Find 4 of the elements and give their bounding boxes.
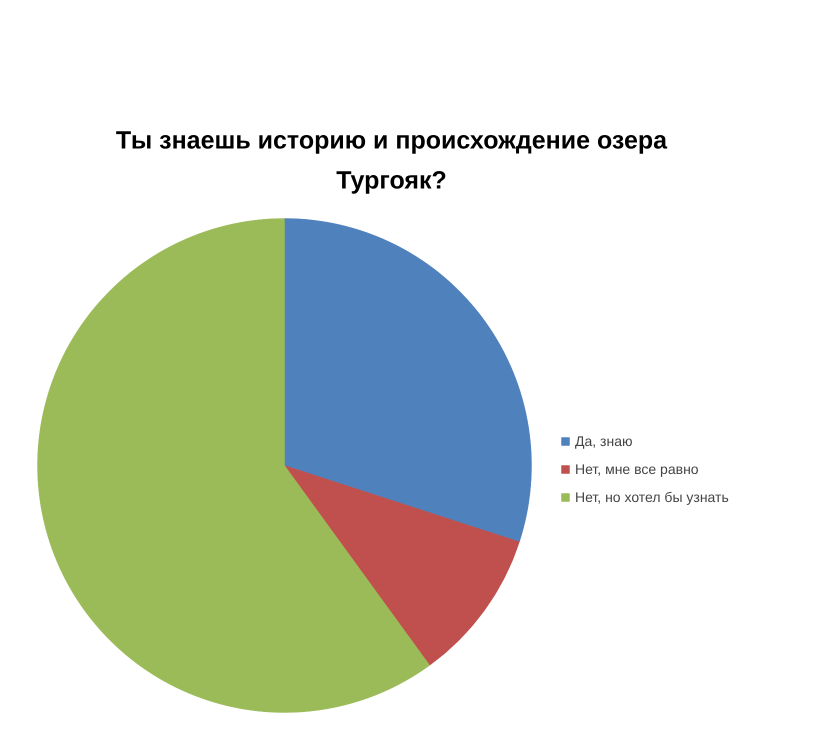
chart-title: Ты знаешь историю и происхождение озера Тургояк? [116, 126, 668, 194]
legend-label: Нет, мне все равно [575, 461, 699, 477]
legend-label: Нет, но хотел бы узнать [575, 489, 729, 505]
legend-label: Да, знаю [575, 433, 632, 449]
